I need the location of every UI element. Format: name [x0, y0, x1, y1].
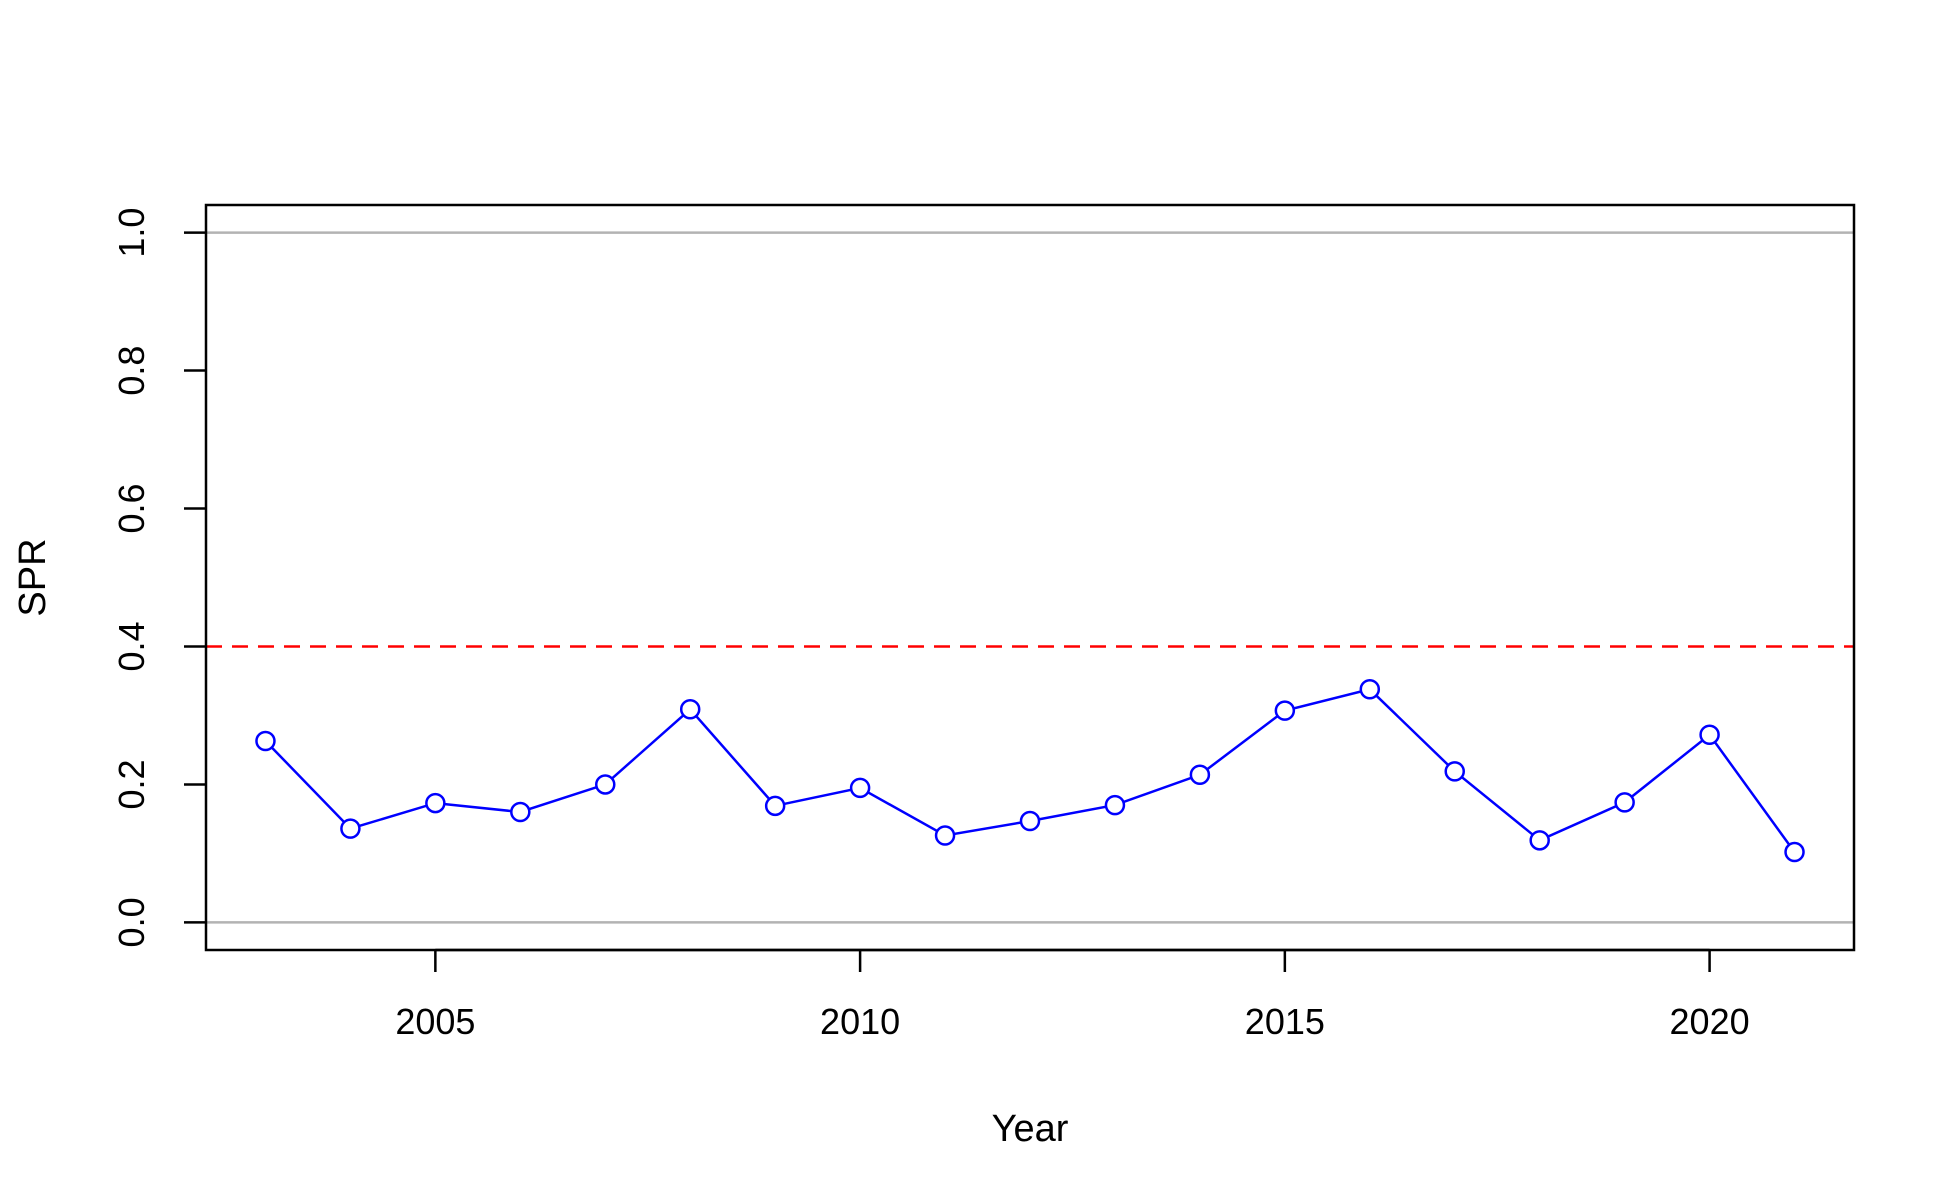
- y-tick-label: 1.0: [111, 208, 152, 258]
- data-point: [340, 818, 361, 839]
- data-point: [1189, 764, 1211, 786]
- data-point: [1614, 792, 1635, 813]
- data-point: [1529, 830, 1550, 851]
- x-axis-label: Year: [992, 1108, 1069, 1150]
- y-tick-label: 0.8: [111, 346, 152, 396]
- x-tick-label: 2010: [820, 1001, 900, 1042]
- plot-frame: [204, 203, 1856, 952]
- data-point: [1019, 810, 1041, 832]
- y-tick-label: 0.4: [111, 621, 152, 671]
- y-tick-label: 0.0: [111, 897, 152, 947]
- x-tick-label: 2005: [395, 1001, 475, 1042]
- data-point: [510, 801, 531, 823]
- series-layer: [255, 679, 1805, 863]
- data-point: [425, 792, 446, 814]
- data-point: [679, 699, 701, 720]
- data-point: [764, 795, 786, 817]
- data-point: [1699, 724, 1720, 746]
- y-axis: 0.0 0.2 0.4 0.6 0.8 1.0: [111, 208, 206, 947]
- y-tick-label: 0.6: [111, 483, 152, 533]
- x-axis: 2005 2010 2015 2020: [395, 948, 1750, 1042]
- data-point: [595, 774, 616, 795]
- data-point: [1274, 700, 1296, 721]
- reference-lines: [206, 231, 1854, 924]
- data-point: [255, 730, 276, 752]
- data-point: [1359, 679, 1381, 700]
- data-point: [849, 777, 871, 799]
- x-tick-label: 2015: [1245, 1001, 1325, 1042]
- x-tick-label: 2020: [1670, 1001, 1750, 1042]
- y-axis-label: SPR: [12, 538, 54, 616]
- data-point: [1104, 794, 1126, 816]
- data-point: [934, 825, 956, 846]
- data-point: [1444, 761, 1465, 782]
- y-tick-label: 0.2: [111, 759, 152, 809]
- data-point: [1784, 841, 1805, 863]
